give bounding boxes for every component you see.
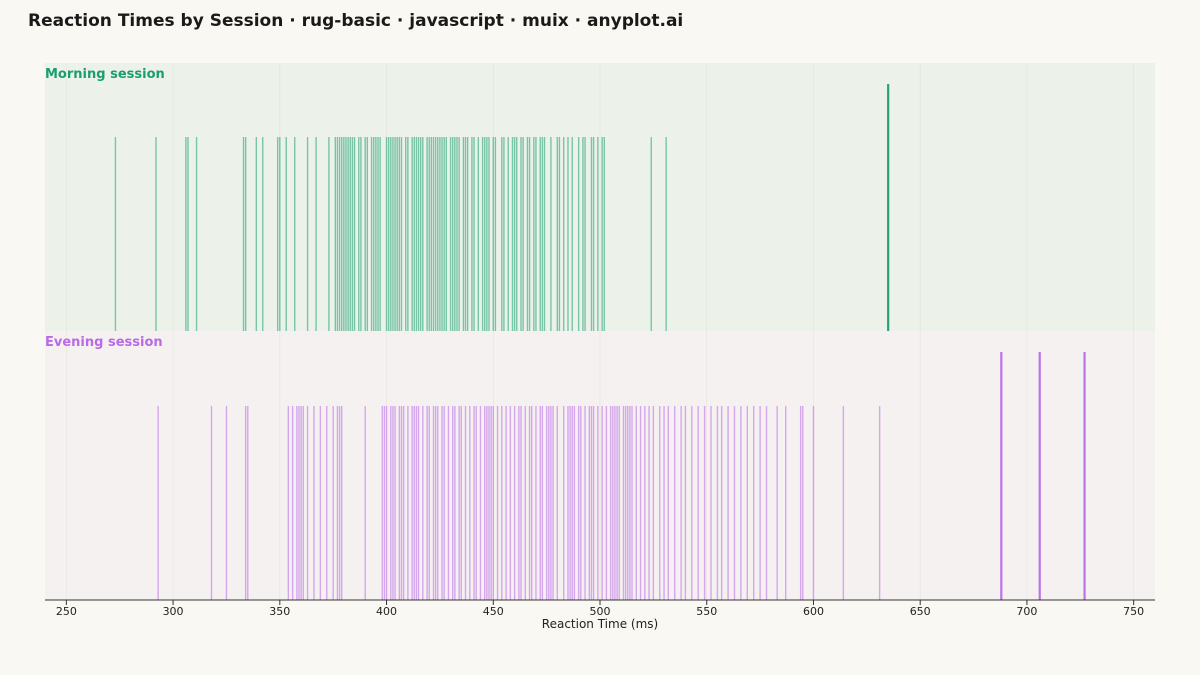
x-tick-label: 700 (1016, 605, 1037, 618)
x-tick-label: 550 (696, 605, 717, 618)
chart-title: Reaction Times by Session · rug-basic · … (28, 11, 684, 31)
series-label: Evening session (45, 335, 163, 350)
x-tick-label: 250 (56, 605, 77, 618)
x-tick-label: 500 (590, 605, 611, 618)
x-axis-label: Reaction Time (ms) (542, 617, 658, 631)
series-label: Morning session (45, 67, 165, 82)
x-tick-label: 600 (803, 605, 824, 618)
x-tick-label: 750 (1123, 605, 1144, 618)
x-tick-label: 650 (910, 605, 931, 618)
x-tick-label: 400 (376, 605, 397, 618)
x-tick-label: 300 (163, 605, 184, 618)
x-tick-label: 350 (269, 605, 290, 618)
x-tick-label: 450 (483, 605, 504, 618)
